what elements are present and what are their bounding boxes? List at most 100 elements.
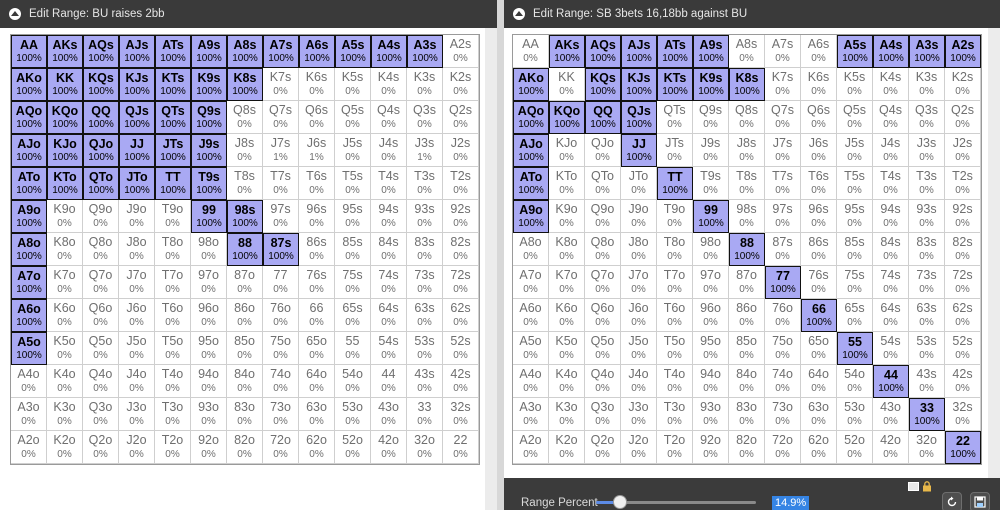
hand-cell[interactable]: K6o 0% [47, 299, 83, 332]
hand-cell[interactable]: 75o 0% [263, 332, 299, 365]
hand-cell[interactable]: Q2s 0% [945, 101, 981, 134]
hand-cell[interactable]: 33 100% [909, 398, 945, 431]
hand-cell[interactable]: Q5o 0% [83, 332, 119, 365]
hand-cell[interactable]: 82s 0% [443, 233, 479, 266]
hand-cell[interactable]: Q7s 0% [765, 101, 801, 134]
hand-cell[interactable]: AQo 100% [11, 101, 47, 134]
hand-cell[interactable]: 74s 0% [371, 266, 407, 299]
hand-cell[interactable]: J3s 0% [909, 134, 945, 167]
hand-cell[interactable]: AKo 100% [513, 68, 549, 101]
hand-cell[interactable]: 93s 0% [909, 200, 945, 233]
hand-cell[interactable]: 76o 0% [263, 299, 299, 332]
hand-cell[interactable]: ATs 100% [155, 35, 191, 68]
hand-cell[interactable]: 53s 0% [909, 332, 945, 365]
hand-cell[interactable]: A2o 0% [11, 431, 47, 464]
hand-cell[interactable]: 99 100% [693, 200, 729, 233]
hand-cell[interactable]: 95s 0% [837, 200, 873, 233]
hand-cell[interactable]: K8o 0% [549, 233, 585, 266]
hand-cell[interactable]: 94s 0% [873, 200, 909, 233]
hand-cell[interactable]: K5s 0% [837, 68, 873, 101]
hand-cell[interactable]: Q4s 0% [371, 101, 407, 134]
hand-cell[interactable]: 75s 0% [837, 266, 873, 299]
hand-cell[interactable]: 86s 0% [299, 233, 335, 266]
hand-cell[interactable]: T9s 100% [191, 167, 227, 200]
hand-cell[interactable]: A3s 100% [407, 35, 443, 68]
hand-cell[interactable]: 65s 0% [837, 299, 873, 332]
hand-cell[interactable]: J5o 0% [621, 332, 657, 365]
hand-cell[interactable]: 52s 0% [443, 332, 479, 365]
hand-cell[interactable]: T2s 0% [945, 167, 981, 200]
refresh-button[interactable] [942, 492, 962, 510]
hand-cell[interactable]: K6s 0% [801, 68, 837, 101]
hand-cell[interactable]: 72o 0% [765, 431, 801, 464]
hand-cell[interactable]: 63o 0% [801, 398, 837, 431]
hand-cell[interactable]: T5s 0% [335, 167, 371, 200]
hand-cell[interactable]: AKs 100% [549, 35, 585, 68]
hand-cell[interactable]: Q8s 0% [227, 101, 263, 134]
hand-cell[interactable]: T6s 0% [299, 167, 335, 200]
hand-cell[interactable]: J9o 0% [119, 200, 155, 233]
hand-cell[interactable]: 62o 0% [299, 431, 335, 464]
hand-cell[interactable]: 95s 0% [335, 200, 371, 233]
hand-cell[interactable]: 44 100% [873, 365, 909, 398]
hand-cell[interactable]: K9o 0% [47, 200, 83, 233]
hand-cell[interactable]: Q7s 0% [263, 101, 299, 134]
hand-cell[interactable]: 92o 0% [693, 431, 729, 464]
hand-cell[interactable]: K6o 0% [549, 299, 585, 332]
hand-cell[interactable]: 75o 0% [765, 332, 801, 365]
hand-cell[interactable]: Q9s 100% [191, 101, 227, 134]
hand-cell[interactable]: 83s 0% [407, 233, 443, 266]
hand-cell[interactable]: K8o 0% [47, 233, 83, 266]
hand-cell[interactable]: Q8s 0% [729, 101, 765, 134]
hand-cell[interactable]: J3s 1% [407, 134, 443, 167]
hand-cell[interactable]: K3o 0% [549, 398, 585, 431]
hand-cell[interactable]: AJs 100% [119, 35, 155, 68]
hand-cell[interactable]: KTs 100% [657, 68, 693, 101]
hand-cell[interactable]: 96s 0% [801, 200, 837, 233]
hand-cell[interactable]: A4o 0% [11, 365, 47, 398]
hand-cell[interactable]: A6o 0% [513, 299, 549, 332]
hand-cell[interactable]: Q7o 0% [83, 266, 119, 299]
hand-cell[interactable]: 96o 0% [693, 299, 729, 332]
hand-cell[interactable]: 73s 0% [407, 266, 443, 299]
lock-icon[interactable] [922, 481, 932, 492]
hand-cell[interactable]: 22 100% [945, 431, 981, 464]
hand-cell[interactable]: 52o 0% [335, 431, 371, 464]
hand-cell[interactable]: 73o 0% [765, 398, 801, 431]
hand-cell[interactable]: T2s 0% [443, 167, 479, 200]
hand-cell[interactable]: Q3o 0% [83, 398, 119, 431]
hand-cell[interactable]: J7o 0% [621, 266, 657, 299]
hand-cell[interactable]: 74o 0% [263, 365, 299, 398]
hand-cell[interactable]: T4s 0% [873, 167, 909, 200]
hand-cell[interactable]: Q2o 0% [83, 431, 119, 464]
hand-cell[interactable]: 32s 0% [945, 398, 981, 431]
hand-cell[interactable]: 66 0% [299, 299, 335, 332]
hand-cell[interactable]: T7s 0% [765, 167, 801, 200]
hand-cell[interactable]: 53o 0% [837, 398, 873, 431]
hand-cell[interactable]: T9o 0% [155, 200, 191, 233]
hand-cell[interactable]: 76s 0% [801, 266, 837, 299]
hand-cell[interactable]: QTo 100% [83, 167, 119, 200]
hand-cell[interactable]: 43o 0% [873, 398, 909, 431]
hand-cell[interactable]: KJo 0% [549, 134, 585, 167]
hand-cell[interactable]: 62o 0% [801, 431, 837, 464]
hand-cell[interactable]: 54s 0% [371, 332, 407, 365]
hand-cell[interactable]: 42o 0% [873, 431, 909, 464]
hand-cell[interactable]: 84s 0% [371, 233, 407, 266]
hand-cell[interactable]: 52s 0% [945, 332, 981, 365]
hand-cell[interactable]: A8o 0% [513, 233, 549, 266]
hand-cell[interactable]: A8s 0% [729, 35, 765, 68]
hand-cell[interactable]: 65o 0% [801, 332, 837, 365]
hand-cell[interactable]: T4o 0% [657, 365, 693, 398]
hand-cell[interactable]: A3o 0% [11, 398, 47, 431]
hand-cell[interactable]: Q6s 0% [801, 101, 837, 134]
hand-cell[interactable]: 33 0% [407, 398, 443, 431]
hand-cell[interactable]: KQs 100% [585, 68, 621, 101]
hand-cell[interactable]: 32o 0% [909, 431, 945, 464]
hand-cell[interactable]: J3o 0% [119, 398, 155, 431]
hand-cell[interactable]: 66 100% [801, 299, 837, 332]
hand-cell[interactable]: AQo 100% [513, 101, 549, 134]
slider-thumb[interactable] [612, 495, 627, 509]
hand-cell[interactable]: T4s 0% [371, 167, 407, 200]
hand-cell[interactable]: 83o 0% [729, 398, 765, 431]
